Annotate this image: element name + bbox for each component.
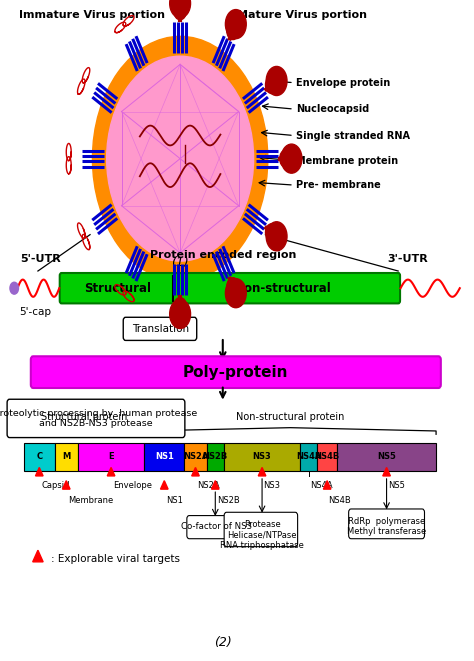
FancyBboxPatch shape (78, 443, 145, 471)
Circle shape (225, 9, 246, 38)
Text: Non-structural: Non-structural (236, 282, 332, 295)
FancyBboxPatch shape (184, 443, 207, 471)
Text: NS4B: NS4B (328, 496, 351, 505)
Circle shape (174, 3, 186, 20)
Polygon shape (258, 467, 266, 476)
Circle shape (265, 77, 278, 94)
FancyBboxPatch shape (301, 443, 317, 471)
FancyBboxPatch shape (317, 443, 337, 471)
Circle shape (225, 279, 246, 308)
Text: Pre- membrane: Pre- membrane (296, 180, 381, 190)
Circle shape (170, 299, 191, 329)
Text: NS2A: NS2A (197, 481, 219, 490)
Polygon shape (211, 481, 219, 489)
Text: NS5: NS5 (377, 452, 396, 461)
Text: 3'-UTR: 3'-UTR (387, 254, 428, 264)
Text: NS1: NS1 (155, 452, 174, 461)
Text: NS3: NS3 (264, 481, 281, 490)
Circle shape (281, 144, 302, 173)
FancyBboxPatch shape (337, 443, 436, 471)
Text: Envelope: Envelope (113, 481, 153, 490)
Text: E: E (108, 452, 114, 461)
Text: Poly-protein: Poly-protein (183, 365, 289, 379)
Text: Protein encoded region: Protein encoded region (150, 251, 296, 260)
Text: Capsid: Capsid (42, 481, 70, 490)
Polygon shape (36, 467, 43, 476)
Text: Nucleocapsid: Nucleocapsid (296, 104, 370, 114)
Circle shape (227, 22, 239, 40)
Text: NS5: NS5 (388, 481, 405, 490)
Text: NS2B: NS2B (217, 496, 239, 505)
Text: NS2A: NS2A (183, 452, 208, 461)
FancyBboxPatch shape (207, 443, 224, 471)
Text: NS2B: NS2B (203, 452, 228, 461)
Text: Envelope protein: Envelope protein (296, 77, 391, 88)
Text: Single stranded RNA: Single stranded RNA (296, 130, 410, 141)
Polygon shape (383, 467, 391, 476)
Text: RdRp  polymerase
Methyl transferase: RdRp polymerase Methyl transferase (347, 517, 426, 536)
Polygon shape (191, 467, 199, 476)
Text: NS3: NS3 (253, 452, 272, 461)
Text: NS4A: NS4A (310, 481, 333, 490)
Text: NS1: NS1 (166, 496, 182, 505)
Text: Membrane protein: Membrane protein (296, 155, 398, 166)
FancyBboxPatch shape (349, 509, 425, 539)
Text: Membrane: Membrane (68, 496, 113, 505)
FancyBboxPatch shape (55, 443, 78, 471)
Text: 5'-cap: 5'-cap (19, 307, 51, 317)
Circle shape (107, 56, 254, 261)
Text: NS4B: NS4B (315, 452, 340, 461)
Circle shape (266, 66, 287, 96)
Circle shape (266, 221, 287, 251)
Text: Immature Virus portion: Immature Virus portion (19, 10, 165, 20)
Polygon shape (107, 467, 115, 476)
Text: Proteolytic processing by  human protease
and NS2B-NS3 protease: Proteolytic processing by human protease… (0, 408, 197, 428)
Polygon shape (161, 481, 168, 489)
Text: Non-structural protein: Non-structural protein (236, 412, 345, 422)
Text: : Explorable viral targets: : Explorable viral targets (51, 553, 180, 564)
Text: Structural: Structural (83, 282, 151, 295)
Circle shape (92, 36, 268, 281)
FancyBboxPatch shape (187, 516, 246, 539)
FancyBboxPatch shape (224, 443, 301, 471)
FancyBboxPatch shape (7, 399, 185, 438)
Polygon shape (63, 481, 70, 489)
FancyBboxPatch shape (31, 356, 441, 388)
Circle shape (10, 282, 18, 294)
FancyBboxPatch shape (123, 317, 197, 340)
Text: M: M (62, 452, 71, 461)
Polygon shape (33, 550, 43, 562)
Circle shape (280, 150, 292, 167)
Text: Co-factor of NS3: Co-factor of NS3 (181, 522, 252, 531)
Text: (2): (2) (214, 636, 232, 649)
FancyBboxPatch shape (60, 273, 400, 303)
FancyBboxPatch shape (145, 443, 184, 471)
Circle shape (265, 223, 278, 241)
Text: NS4A: NS4A (296, 452, 321, 461)
Polygon shape (323, 481, 331, 489)
FancyBboxPatch shape (224, 512, 298, 547)
FancyBboxPatch shape (24, 443, 55, 471)
Text: 5'-UTR: 5'-UTR (20, 254, 61, 264)
Circle shape (227, 278, 239, 295)
Text: C: C (36, 452, 42, 461)
Text: (1): (1) (171, 256, 189, 270)
Text: Structural protein: Structural protein (41, 412, 128, 422)
Text: Mature Virus portion: Mature Virus portion (237, 10, 367, 20)
Text: Protease
Helicase/NTPase
RNA triphosphatase: Protease Helicase/NTPase RNA triphosphat… (220, 520, 304, 550)
Circle shape (174, 297, 186, 315)
Circle shape (170, 0, 191, 18)
Text: Translation: Translation (132, 323, 189, 334)
